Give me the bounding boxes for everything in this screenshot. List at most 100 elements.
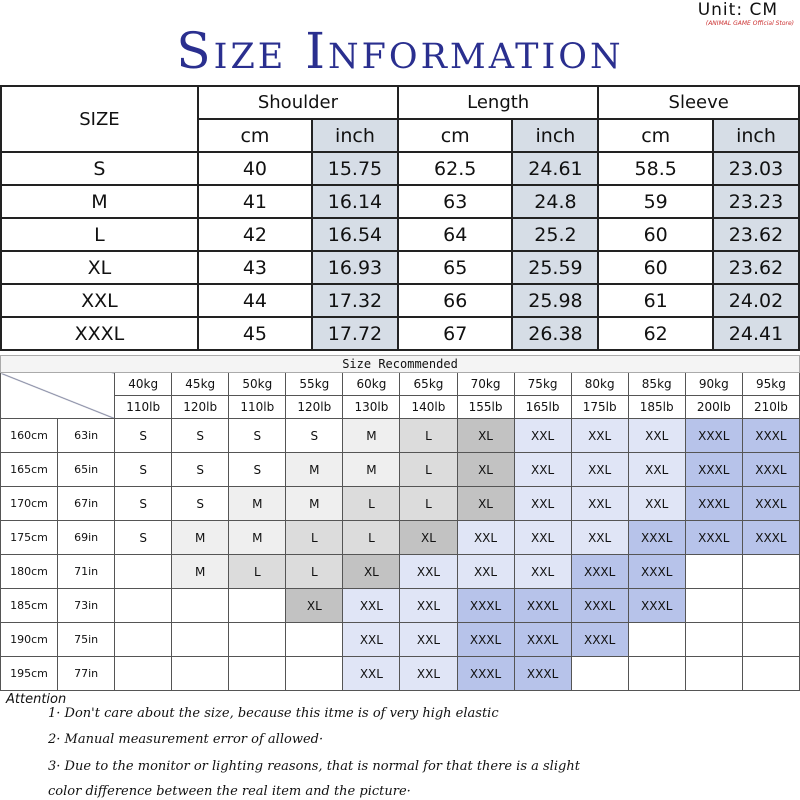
size-row: S 40 15.75 62.5 24.61 58.5 23.03 bbox=[0, 151, 800, 186]
recommend-cell: XXL bbox=[399, 588, 458, 623]
weight-kg: 40kg bbox=[114, 372, 173, 396]
recommend-cell bbox=[684, 622, 743, 657]
recommend-cell: XXL bbox=[570, 418, 629, 453]
recommend-cell: S bbox=[228, 452, 287, 487]
header-row: SIZE Shoulder Length Sleeve bbox=[0, 85, 800, 153]
measurement-cell: 66 bbox=[396, 283, 514, 318]
weight-lb: 185lb bbox=[627, 395, 686, 419]
weight-lb: 110lb bbox=[114, 395, 173, 419]
size-label: XXL bbox=[0, 283, 199, 318]
weight-lb: 120lb bbox=[285, 395, 344, 419]
weight-kg: 80kg bbox=[570, 372, 629, 396]
recommend-cell: XXL bbox=[342, 588, 401, 623]
height-row: 195cm 77in XXL XXL XXXL XXXL bbox=[0, 656, 800, 691]
weight-lb: 140lb bbox=[399, 395, 458, 419]
weight-kg: 50kg bbox=[228, 372, 287, 396]
height-in: 63in bbox=[57, 418, 116, 453]
recommend-cell: XXL bbox=[513, 486, 572, 521]
recommend-cell bbox=[684, 554, 743, 589]
attention-label: Attention bbox=[6, 692, 67, 707]
recommend-cell: XL bbox=[285, 588, 344, 623]
recommend-cell bbox=[171, 656, 230, 691]
recommend-cell: XL bbox=[456, 452, 515, 487]
height-row: 185cm 73in XL XXL XXL XXXL XXXL XXXL XXXL bbox=[0, 588, 800, 623]
recommend-cell bbox=[570, 656, 629, 691]
weight-kg: 90kg bbox=[684, 372, 743, 396]
size-table: SIZE Shoulder Length Sleeve cm inch cm inch cm in… bbox=[0, 85, 800, 351]
group-header: Length bbox=[396, 85, 600, 120]
recommend-cell bbox=[741, 588, 800, 623]
height-cm: 160cm bbox=[0, 418, 59, 453]
recommend-cell bbox=[228, 622, 287, 657]
weight-lb: 165lb bbox=[513, 395, 572, 419]
measurement-cell: 62 bbox=[597, 316, 714, 351]
recommend-cell: XXL bbox=[513, 452, 572, 487]
height-in: 71in bbox=[57, 554, 116, 589]
recommend-cell: S bbox=[171, 452, 230, 487]
height-row: 175cm 69in S M M L L XL XXL XXL XXL XXXL XXXL XXXL bbox=[0, 520, 800, 555]
recommend-cell: L bbox=[342, 520, 401, 555]
measurement-cell: 16.54 bbox=[310, 217, 399, 252]
recommend-cell: XXL bbox=[627, 486, 686, 521]
recommend-cell: XXL bbox=[570, 520, 629, 555]
recommend-cell: XXL bbox=[570, 486, 629, 521]
group-header: Shoulder bbox=[196, 85, 399, 120]
measurement-cell: 45 bbox=[196, 316, 313, 351]
height-row: 160cm 63in S S S S M L XL XXL XXL XXL XXXL XXXL bbox=[0, 418, 800, 453]
measurement-cell: 25.59 bbox=[511, 250, 600, 285]
recommend-cell bbox=[114, 554, 173, 589]
recommend-cell: XXXL bbox=[684, 486, 743, 521]
measurement-cell: 44 bbox=[196, 283, 313, 318]
recommend-cell: M bbox=[171, 554, 230, 589]
measurement-cell: 24.02 bbox=[711, 283, 800, 318]
note-1: 1· Don't care about the size, because th… bbox=[48, 706, 499, 721]
measurement-cell: 65 bbox=[396, 250, 514, 285]
weight-lb: 175lb bbox=[570, 395, 629, 419]
recommend-cell bbox=[627, 622, 686, 657]
measurement-cell: 24.8 bbox=[511, 184, 600, 219]
height-cm: 170cm bbox=[0, 486, 59, 521]
measurement-cell: 59 bbox=[597, 184, 714, 219]
recommend-cell: XXL bbox=[456, 520, 515, 555]
diagonal-corner bbox=[0, 372, 116, 419]
recommend-cell: L bbox=[399, 418, 458, 453]
height-row: 190cm 75in XXL XXL XXXL XXXL XXXL bbox=[0, 622, 800, 657]
height-in: 73in bbox=[57, 588, 116, 623]
measurement-cell: 64 bbox=[396, 217, 514, 252]
unit-inch: inch bbox=[310, 118, 399, 153]
measurement-cell: 17.32 bbox=[310, 283, 399, 318]
recommend-cell bbox=[114, 588, 173, 623]
recommend-cell: XXL bbox=[342, 656, 401, 691]
weight-kg: 60kg bbox=[342, 372, 401, 396]
size-label: M bbox=[0, 184, 199, 219]
recommend-cell: XXL bbox=[627, 452, 686, 487]
recommend-cell bbox=[228, 656, 287, 691]
recommend-cell: M bbox=[285, 486, 344, 521]
recommend-cell: XXXL bbox=[627, 588, 686, 623]
measurement-cell: 63 bbox=[396, 184, 514, 219]
size-label: XXXL bbox=[0, 316, 199, 351]
unit-cm: cm bbox=[196, 118, 313, 153]
recommend-cell: XL bbox=[342, 554, 401, 589]
recommend-cell: S bbox=[171, 418, 230, 453]
weight-lb: 130lb bbox=[342, 395, 401, 419]
size-row: XXXL 45 17.72 67 26.38 62 24.41 bbox=[0, 316, 800, 351]
height-row: 170cm 67in S S M M L L XL XXL XXL XXL XXXL XXXL bbox=[0, 486, 800, 521]
recommend-cell: XXL bbox=[570, 452, 629, 487]
recommend-cell: XXXL bbox=[513, 656, 572, 691]
recommend-cell bbox=[285, 656, 344, 691]
height-in: 67in bbox=[57, 486, 116, 521]
measurement-cell: 24.41 bbox=[711, 316, 800, 351]
recommend-cell: XXXL bbox=[456, 656, 515, 691]
recommend-cell bbox=[114, 656, 173, 691]
measurement-cell: 16.14 bbox=[310, 184, 399, 219]
recommend-cell: L bbox=[285, 554, 344, 589]
height-in: 65in bbox=[57, 452, 116, 487]
recommend-cell: XXXL bbox=[741, 452, 800, 487]
size-row: XL 43 16.93 65 25.59 60 23.62 bbox=[0, 250, 800, 285]
recommend-cell: XXXL bbox=[684, 520, 743, 555]
height-cm: 190cm bbox=[0, 622, 59, 657]
recommend-cell: XXL bbox=[342, 622, 401, 657]
recommend-cell: M bbox=[171, 520, 230, 555]
recommend-cell: L bbox=[228, 554, 287, 589]
